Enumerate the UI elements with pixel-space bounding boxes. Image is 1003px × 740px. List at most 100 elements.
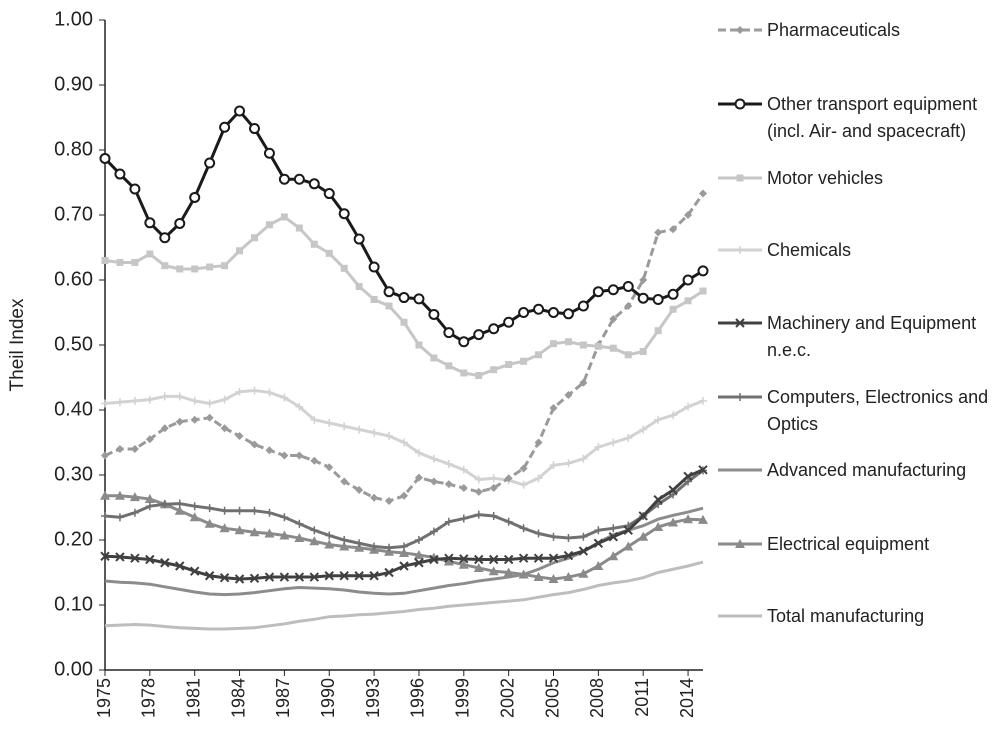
marker (325, 419, 334, 427)
marker (263, 147, 275, 159)
marker (654, 327, 662, 335)
marker (414, 558, 424, 568)
marker (295, 519, 304, 528)
marker (234, 525, 245, 535)
marker (400, 542, 408, 551)
marker (414, 536, 423, 544)
marker (594, 443, 603, 452)
marker (294, 533, 305, 543)
marker (205, 504, 214, 513)
marker (579, 454, 588, 463)
marker (429, 477, 438, 486)
marker (115, 513, 124, 522)
y-tick-label: 0.60 (54, 268, 93, 290)
marker (653, 494, 663, 505)
marker (474, 475, 483, 484)
marker (146, 250, 154, 258)
marker (549, 461, 558, 470)
marker (736, 393, 744, 401)
marker (161, 262, 169, 270)
marker (578, 546, 589, 556)
marker (533, 572, 544, 582)
marker (548, 307, 559, 318)
marker (115, 445, 124, 453)
x-tick-label: 1981 (183, 678, 203, 718)
marker (669, 305, 677, 313)
marker (354, 542, 365, 552)
marker (310, 526, 319, 535)
marker (339, 541, 350, 551)
marker (624, 302, 633, 310)
marker (99, 152, 111, 164)
marker (475, 372, 483, 380)
marker (159, 232, 171, 244)
y-tick-label: 0.10 (54, 593, 93, 615)
marker (399, 548, 409, 557)
marker (460, 369, 468, 377)
x-tick-label: 1984 (228, 678, 248, 718)
marker (736, 174, 744, 182)
marker (415, 341, 423, 349)
marker (579, 341, 587, 349)
marker (175, 499, 184, 508)
marker (384, 567, 394, 578)
marker (592, 286, 604, 298)
marker (504, 517, 513, 526)
marker (115, 398, 124, 407)
marker (249, 123, 260, 135)
marker (265, 508, 274, 517)
marker (308, 178, 320, 190)
marker (144, 217, 156, 229)
marker (623, 525, 633, 535)
marker (174, 217, 186, 229)
marker (340, 264, 348, 272)
marker (444, 480, 453, 489)
marker (234, 574, 245, 584)
marker (160, 424, 169, 433)
marker (414, 448, 423, 457)
marker (130, 396, 139, 405)
marker (535, 351, 543, 359)
marker (219, 572, 230, 583)
marker (236, 247, 244, 255)
marker (250, 386, 259, 395)
marker (160, 558, 170, 568)
marker (639, 348, 647, 355)
marker (474, 510, 483, 519)
marker (579, 378, 588, 387)
marker (736, 246, 744, 254)
marker (310, 456, 319, 465)
marker (458, 336, 470, 348)
marker (130, 553, 140, 563)
marker (577, 300, 589, 312)
marker (355, 425, 364, 434)
marker (340, 422, 349, 431)
marker (579, 532, 588, 541)
marker (684, 402, 693, 411)
marker (234, 105, 246, 117)
marker (458, 559, 469, 569)
marker (550, 340, 557, 348)
marker (489, 511, 498, 520)
marker (131, 258, 139, 266)
marker (654, 415, 663, 424)
marker (399, 561, 409, 571)
legend-label: Machinery and Equipment n.e.c. (767, 312, 977, 360)
marker (220, 506, 229, 515)
marker (355, 283, 363, 290)
legend-label: Motor vehicles (767, 167, 884, 188)
marker (682, 274, 694, 286)
marker (698, 514, 708, 524)
marker (459, 484, 468, 492)
marker (115, 552, 125, 562)
marker (355, 539, 364, 548)
x-tick-label: 2002 (497, 678, 517, 718)
marker (385, 497, 394, 505)
marker (473, 562, 484, 572)
marker (548, 574, 559, 583)
legend-label: Computers, Electronics and Optics (767, 386, 989, 434)
y-tick-label: 0.00 (54, 658, 93, 680)
marker (699, 287, 707, 295)
marker (414, 473, 423, 482)
marker (735, 318, 745, 328)
